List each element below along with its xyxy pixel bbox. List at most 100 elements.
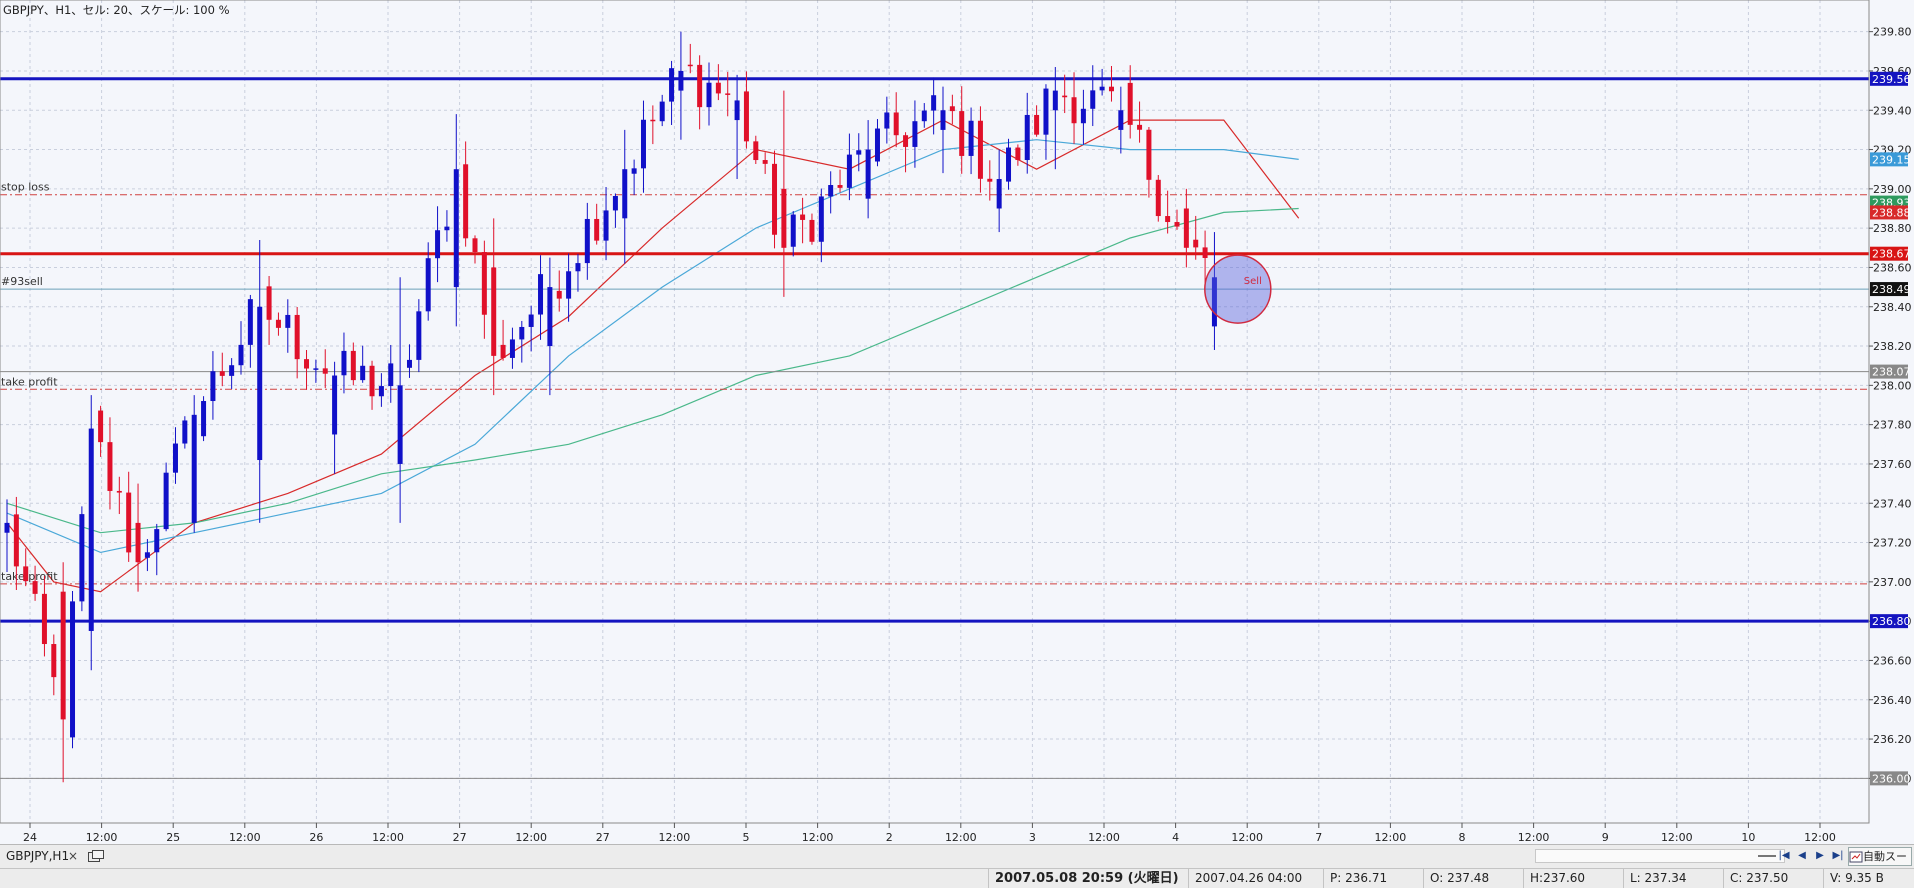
candle-body [32,581,38,594]
scroll-prev-button[interactable]: ◀ [1798,850,1806,861]
candle-body [388,363,394,387]
x-tick-label: 12:00 [1375,831,1407,844]
candle-body [603,210,609,241]
candle-body [959,111,965,156]
candle-body [444,226,450,231]
y-tick-label: 238.20 [1873,340,1912,353]
y-tick-label: 239.80 [1873,26,1912,39]
candle-body [781,188,787,248]
scroll-first-button[interactable]: |◀ [1778,850,1790,861]
scroll-last-button[interactable]: ▶| [1832,850,1844,861]
x-tick-label: 25 [166,831,180,844]
close-icon[interactable]: × [68,849,79,863]
candle-body [612,196,618,211]
status-bar-time: 2007.04.26 04:00 [1188,869,1323,888]
x-tick-label: 26 [309,831,323,844]
y-tick-label: 237.80 [1873,419,1912,432]
candle-body [463,164,469,239]
candle-body [350,350,356,381]
candle-body [865,149,871,199]
chart-tab[interactable]: GBPJPY,H1 [0,845,75,868]
price-tag [1870,364,1908,379]
candle-body [678,70,684,91]
candle-body [547,287,553,347]
price-tag-label: 238.67 [1872,248,1911,261]
price-tag [1870,771,1908,786]
autoscroll-button[interactable]: 自動スー [1848,847,1912,866]
candle-body [219,371,225,376]
candle-body [987,178,993,182]
scrollbar-thumb[interactable] [1758,855,1776,857]
candle-body [1146,129,1152,180]
candle-body [556,290,562,299]
price-tag [1870,246,1908,261]
y-tick-label: 237.60 [1873,458,1912,471]
candle-body [743,91,749,142]
candle-body [313,368,319,370]
candle-body [172,443,178,473]
candle-body [201,401,207,437]
candle-body [940,110,946,130]
candle-body [51,644,57,678]
candle-body [322,368,328,374]
candle-body [996,179,1002,209]
candle-body [116,490,122,493]
scroll-next-button[interactable]: ▶ [1816,850,1824,861]
candle-body [650,119,656,122]
candle-body [706,82,712,108]
price-tag-label: 239.56 [1872,73,1911,86]
candle-body [1137,124,1143,130]
chart-area[interactable]: stop loss #93sell take profit take profit S… [0,0,1914,844]
sell-marker-label: Sell [1244,276,1262,287]
candle-body [519,326,525,340]
y-tick-label: 238.60 [1873,261,1912,274]
x-tick-label: 7 [1315,831,1322,844]
candle-body [266,286,272,320]
y-tick-label: 236.60 [1873,654,1912,667]
autoscroll-icon [1849,851,1863,863]
y-tick-label: 238.40 [1873,301,1912,314]
candle-body [669,68,675,102]
candle-body [903,135,909,147]
candle-body [1062,95,1068,98]
candle-body [856,150,862,155]
x-tick-label: 12:00 [1518,831,1550,844]
y-tick-label: 238.80 [1873,222,1912,235]
candle-body [88,428,94,631]
candle-body [257,306,263,461]
price-chart[interactable]: stop loss #93sell take profit take profit S… [0,0,1914,844]
sell-marker-circle[interactable] [1204,254,1272,324]
candle-body [538,274,544,315]
candle-body [453,169,459,288]
candle-body [238,344,244,366]
candle-body [790,214,796,247]
candle-body [800,214,806,220]
y-tick-label: 239.40 [1873,104,1912,117]
x-tick-label: 12:00 [372,831,404,844]
candle-body [369,365,375,397]
x-tick-label: 12:00 [659,831,691,844]
candle-body [753,141,759,161]
candle-body [528,314,534,327]
horizontal-scrollbar[interactable] [1535,849,1785,863]
x-tick-label: 12:00 [1661,831,1693,844]
level-label: take profit [1,375,58,388]
candle-body [1174,222,1180,227]
candle-body [921,110,927,122]
candle-body [13,514,19,567]
candle-body [154,529,160,553]
candle-body [977,120,983,179]
status-close: C: 237.50 [1723,869,1823,888]
candle-body [1211,277,1217,327]
candle-body [949,106,955,112]
candle-body [1108,86,1114,92]
price-tag-label: 238.88 [1872,206,1911,219]
candle-body [491,267,497,356]
candle-body [772,163,778,235]
y-tick-label: 237.20 [1873,537,1912,550]
candle-body [1090,90,1096,109]
level-label: take profit [1,570,58,583]
candle-body [1043,88,1049,135]
candle-body [884,112,890,129]
window-icon[interactable] [88,850,104,862]
